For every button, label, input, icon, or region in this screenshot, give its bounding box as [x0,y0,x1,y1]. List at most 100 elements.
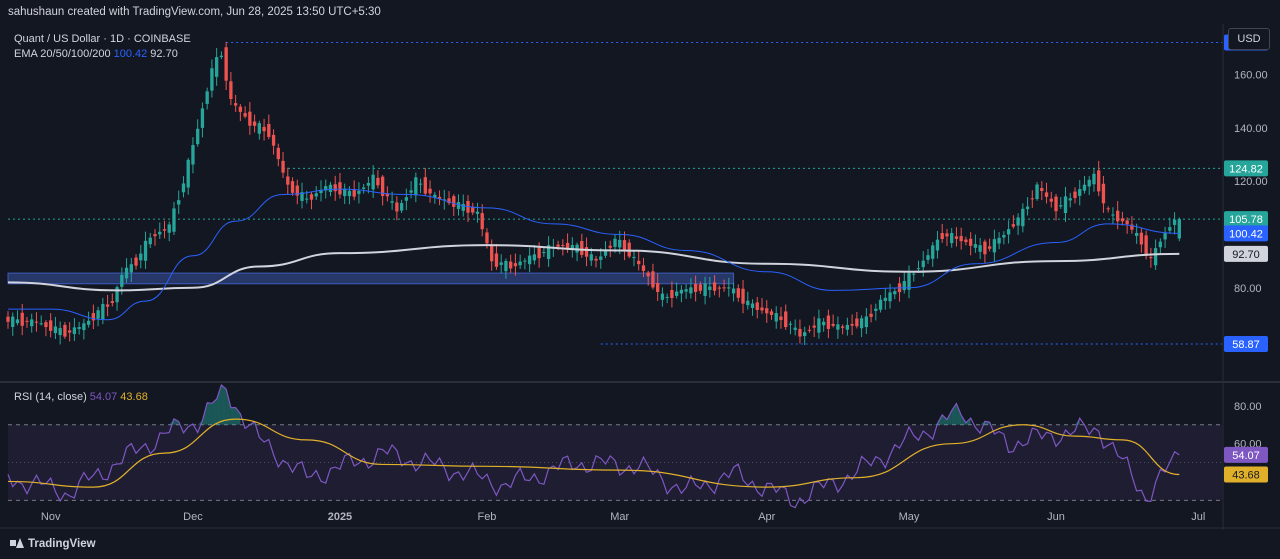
candle-body [779,316,783,321]
candle-body [11,316,15,327]
candle [523,258,527,270]
candle-body [1025,206,1030,210]
candle [765,300,769,323]
candle-body [63,324,67,337]
price-badge: 58.87 [1224,336,1268,353]
candle [390,191,394,210]
candle [362,184,366,194]
candle [404,188,409,211]
currency-button[interactable]: USD [1228,28,1270,50]
candle-body [1139,232,1144,245]
price-badge-text: 100.42 [1229,228,1263,240]
rsi-label: RSI (14, close) [14,391,87,403]
candle-body [314,193,318,197]
candle [722,279,726,292]
candle-body [1030,198,1034,200]
candle [63,322,67,339]
price-tick-label: 80.00 [1234,283,1262,295]
candle [44,320,48,337]
candle-body [96,310,100,319]
tradingview-logo[interactable]: TradingView [10,538,96,550]
candle-body [380,176,385,196]
candle [105,294,110,317]
candle-body [418,183,423,185]
candle [1068,192,1072,208]
candle-body [290,181,295,193]
candle [243,106,247,119]
candle-body [433,194,437,198]
candle [30,313,34,333]
candle [1092,167,1096,192]
candle [77,321,81,335]
candle-body [532,254,537,261]
candle-body [618,239,622,248]
candle-body [689,287,693,294]
candle-body [328,184,333,192]
candle-body [67,330,72,333]
candle [708,276,712,298]
candle [252,114,257,133]
candle [656,273,660,301]
candle [954,227,959,247]
candle [831,314,835,328]
candle [281,151,285,178]
candle-body [1040,188,1044,191]
candle [987,238,992,252]
candle [380,174,385,206]
candle-body [1011,224,1016,227]
candle [257,120,261,140]
candle-body [115,287,119,303]
candle-body [1144,235,1148,256]
candle-body [513,263,518,267]
candle-body [305,198,309,200]
candle-body [101,303,105,320]
candle-body [878,299,883,310]
candle-body [20,312,24,326]
candle [110,293,114,307]
candle [651,263,655,290]
candle-body [784,311,788,328]
candle [594,255,598,268]
candle [1016,213,1020,235]
candle-body [480,213,484,230]
ema-value-1: 100.42 [113,48,148,60]
candle [660,287,665,307]
candle [276,143,280,167]
candle-body [1153,248,1158,266]
price-badge: 124.82 [1224,160,1268,177]
candle-body [238,106,243,112]
candle-body [347,190,352,197]
candle-body [15,319,20,324]
candle [712,275,717,296]
candle-body [390,201,394,203]
candle [750,299,755,316]
candle-body [148,237,152,245]
candle [290,177,295,196]
candle-body [1134,232,1139,236]
candle [717,285,721,298]
rsi-overbought-fill [942,414,947,425]
candle-body [907,272,911,290]
candle-body [267,124,271,137]
candle [267,114,271,140]
candle-body [622,240,627,252]
symbol-title: Quant / US Dollar · 1D · COINBASE [14,33,191,45]
candle [931,241,935,267]
candle-body [105,304,110,307]
candle [869,304,873,323]
candle [1097,160,1101,197]
candle-body [324,186,328,191]
candle-body [257,123,261,134]
candle-body [565,242,570,249]
candle [6,311,10,329]
candle [49,313,53,338]
candle-body [82,323,86,331]
candle [774,306,778,329]
candle-body [1163,233,1167,240]
candle-body [632,256,636,258]
top-bar: sahushaun created with TradingView.com, … [0,0,1280,24]
candle-body [580,241,584,255]
candle-body [836,324,840,330]
candle [646,270,650,286]
